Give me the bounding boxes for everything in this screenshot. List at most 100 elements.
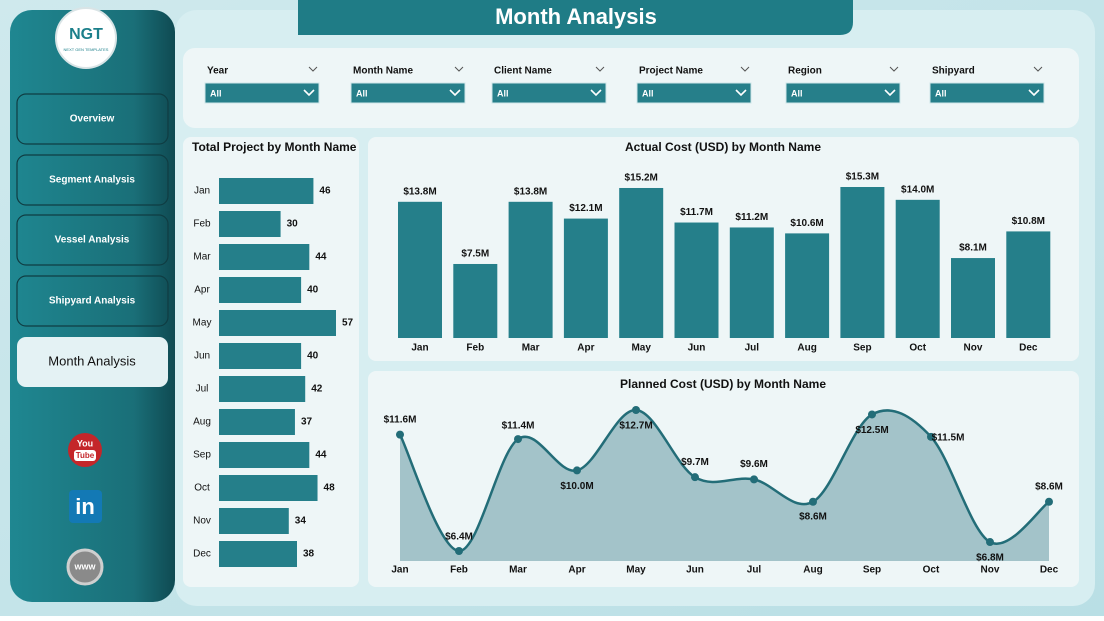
point: [986, 538, 994, 547]
point: [868, 410, 876, 419]
filter-label: Month Name: [353, 66, 413, 77]
data-label: 46: [319, 186, 331, 197]
web-icon[interactable]: [66, 548, 104, 586]
filter-dropdown[interactable]: [929, 82, 1045, 104]
y-tick-label: Oct: [194, 483, 210, 494]
logo: [55, 7, 117, 69]
x-tick-label: Sep: [863, 565, 881, 576]
x-tick-label: Apr: [568, 565, 585, 576]
y-tick-label: Apr: [194, 285, 210, 296]
bar: [563, 218, 608, 338]
nav-button[interactable]: [16, 93, 169, 145]
data-label: 57: [342, 318, 354, 329]
data-label: 30: [287, 219, 299, 230]
bar: [398, 201, 442, 338]
linkedin-icon[interactable]: [69, 490, 102, 523]
filter-label: Region: [788, 66, 822, 77]
filter-dropdown[interactable]: [350, 82, 466, 104]
bar: [219, 541, 297, 567]
web-text: www: [73, 561, 96, 571]
dropdown-chevron: [735, 89, 747, 97]
filter-chevron: [1033, 66, 1043, 72]
filter-chevron: [889, 66, 899, 72]
data-label: 44: [315, 450, 327, 461]
x-tick-label: Apr: [577, 343, 594, 354]
bar: [219, 376, 306, 402]
filter-value: All: [642, 88, 654, 98]
filter-value: All: [497, 88, 509, 98]
chart-title: Total Project by Month Name: [192, 140, 357, 154]
x-tick-label: Aug: [797, 343, 816, 354]
filter-dropdown[interactable]: [204, 82, 320, 104]
bar: [785, 233, 830, 338]
data-label: $12.1M: [569, 203, 602, 214]
filter-panel: [183, 48, 1079, 128]
filter-label: Project Name: [639, 66, 703, 77]
chart-title: Actual Cost (USD) by Month Name: [625, 140, 821, 154]
data-label: 34: [295, 516, 307, 527]
filter-dropdown[interactable]: [491, 82, 607, 104]
page-title: Month Analysis: [495, 4, 657, 29]
y-tick-label: Aug: [193, 417, 211, 428]
line: [398, 408, 1050, 553]
x-tick-label: Jul: [747, 565, 762, 576]
data-label: 40: [307, 285, 319, 296]
data-label: $8.1M: [959, 243, 987, 254]
nav-button[interactable]: [17, 337, 168, 387]
nav-button[interactable]: [16, 154, 169, 206]
x-tick-label: May: [626, 565, 646, 576]
x-tick-label: Mar: [522, 343, 540, 354]
filter-value: All: [210, 88, 222, 98]
dropdown-chevron: [303, 89, 315, 97]
linkedin-text: in: [75, 494, 95, 519]
filter-value: All: [935, 88, 947, 98]
nav-button[interactable]: [16, 214, 169, 266]
bar: [508, 201, 553, 338]
bar: [219, 310, 336, 336]
filter-value: All: [356, 88, 368, 98]
x-tick-label: Dec: [1040, 565, 1059, 576]
dropdown-chevron: [884, 89, 896, 97]
x-tick-label: Nov: [981, 565, 1000, 576]
data-label: $15.3M: [846, 172, 879, 183]
y-tick-label: Dec: [193, 549, 211, 560]
nav-label: Month Analysis: [48, 353, 136, 368]
data-label: $14.0M: [901, 184, 934, 195]
point: [927, 432, 935, 441]
data-label: $11.6M: [384, 414, 417, 425]
bar: [219, 211, 281, 237]
filter-dropdown[interactable]: [785, 82, 901, 104]
filter-chevron: [454, 66, 464, 72]
data-label: $13.8M: [514, 186, 547, 197]
data-label: $11.4M: [502, 421, 535, 432]
bar: [674, 222, 719, 338]
bar: [219, 475, 318, 501]
point: [573, 466, 581, 475]
data-label: $12.7M: [619, 421, 652, 432]
bar: [219, 343, 302, 369]
x-tick-label: Jan: [411, 343, 428, 354]
bar: [219, 409, 295, 435]
bar: [219, 244, 310, 270]
data-label: $6.8M: [976, 553, 1004, 564]
y-tick-label: Nov: [193, 516, 211, 527]
filter-dropdown[interactable]: [636, 82, 752, 104]
data-label: $9.7M: [681, 457, 709, 468]
bar: [619, 187, 664, 338]
point: [809, 497, 817, 506]
x-tick-label: Sep: [853, 343, 871, 354]
x-tick-label: Feb: [466, 343, 484, 354]
point: [455, 547, 463, 555]
nav-button[interactable]: [16, 275, 169, 327]
data-label: 37: [301, 417, 313, 428]
x-tick-label: Dec: [1019, 343, 1038, 354]
filter-label: Shipyard: [932, 66, 975, 77]
point: [691, 473, 699, 482]
x-tick-label: Oct: [909, 343, 926, 354]
x-tick-label: Jul: [745, 343, 760, 354]
youtube-text: You: [77, 438, 93, 448]
x-tick-label: Oct: [923, 565, 940, 576]
x-tick-label: Feb: [450, 565, 468, 576]
data-label: 44: [315, 252, 327, 263]
